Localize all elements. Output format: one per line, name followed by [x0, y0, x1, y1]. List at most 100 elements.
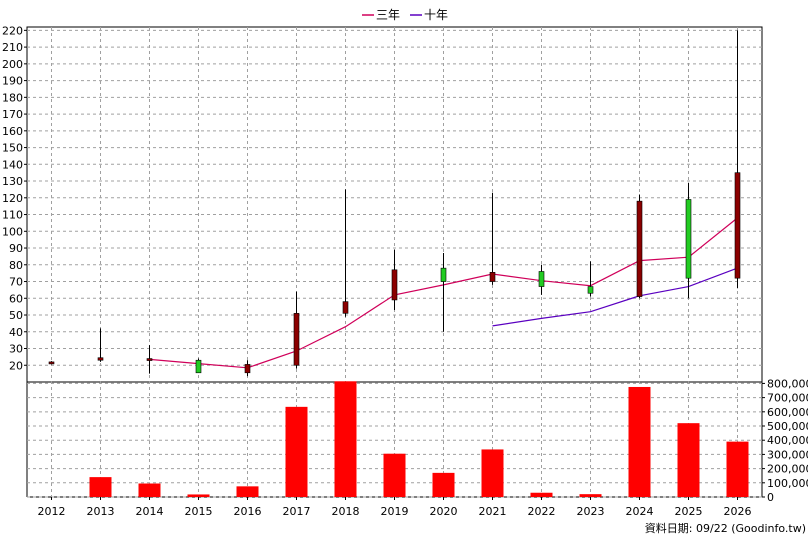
candle-body [97, 357, 104, 361]
volume-bar-2018 [334, 381, 357, 497]
volume-tick-label: 100,000 [767, 477, 808, 490]
legend-item: 十年 [410, 8, 448, 22]
candle-2026 [734, 30, 741, 289]
x-tick-label: 2022 [528, 505, 556, 518]
volume-bar-2013 [89, 477, 112, 497]
price-tick-label: 140 [2, 158, 23, 171]
volume-bar-2015 [187, 494, 210, 497]
x-tick-label: 2014 [136, 505, 164, 518]
x-axis: 2012 2013 2014 2015 2016 2017 2018 2019 2020 2021… [38, 497, 752, 518]
candle-2023 [587, 261, 594, 297]
candle-body [636, 200, 643, 297]
candle-2024 [636, 194, 643, 299]
legend-label: 十年 [424, 8, 448, 22]
candle-2015 [195, 358, 202, 374]
price-tick-label: 150 [2, 142, 23, 155]
legend: 三年 十年 [362, 8, 448, 22]
volume-bar-2025 [677, 423, 700, 497]
x-tick-label: 2016 [234, 505, 262, 518]
candle-body [538, 271, 545, 287]
volume-bar-2017 [285, 406, 308, 497]
candle-2013 [97, 328, 104, 362]
price-tick-label: 160 [2, 125, 23, 138]
price-tick-label: 110 [2, 209, 23, 222]
x-tick-label: 2026 [724, 505, 752, 518]
volume-bar-2022 [530, 492, 553, 497]
price-tick-label: 180 [2, 91, 23, 104]
candle-body [244, 364, 251, 374]
price-tick-label: 40 [9, 326, 23, 339]
x-tick-label: 2020 [430, 505, 458, 518]
legend-label: 三年 [376, 8, 400, 22]
volume-bar-2016 [236, 486, 259, 497]
x-tick-label: 2013 [87, 505, 115, 518]
x-tick-label: 2023 [577, 505, 605, 518]
x-tick-label: 2025 [675, 505, 703, 518]
price-tick-label: 170 [2, 108, 23, 121]
price-tick-label: 60 [9, 292, 23, 305]
volume-tick-label: 800,000 [767, 377, 808, 390]
volume-tick-label: 400,000 [767, 434, 808, 447]
price-tick-label: 210 [2, 41, 23, 54]
candle-body [440, 267, 447, 282]
candle-2019 [391, 249, 398, 310]
candle-2022 [538, 264, 545, 295]
footer-note: 資料日期: 09/22 (Goodinfo.tw) [645, 521, 806, 535]
price-panel: 20 30 40 50 60 70 80 90 100 110 120 130 140 150 160 170… [2, 24, 763, 497]
x-tick-label: 2018 [332, 505, 360, 518]
price-tick-label: 90 [9, 242, 23, 255]
volume-tick-label: 200,000 [767, 463, 808, 476]
volume-bar-2020 [432, 472, 455, 497]
candle-body [734, 172, 741, 279]
candle-2017 [293, 291, 300, 369]
candle-body [685, 199, 692, 279]
candle-body [293, 313, 300, 366]
candle-2014 [146, 345, 153, 374]
price-tick-label: 100 [2, 225, 23, 238]
volume-bar-2026 [726, 441, 749, 497]
volume-bar-2023 [579, 494, 602, 497]
candle-body [391, 269, 398, 301]
volume-bar-2019 [383, 453, 406, 497]
x-tick-label: 2015 [185, 505, 213, 518]
candle-body [146, 358, 153, 361]
candle-body [489, 272, 496, 282]
candle-body [48, 361, 55, 365]
price-tick-label: 120 [2, 192, 23, 205]
x-tick-label: 2024 [626, 505, 654, 518]
volume-tick-label: 600,000 [767, 406, 808, 419]
candle-2016 [244, 360, 251, 377]
price-tick-label: 20 [9, 359, 23, 372]
candle-2025 [685, 182, 692, 299]
volume-bar-2014 [138, 483, 161, 497]
price-tick-label: 50 [9, 309, 23, 322]
ma-line-ten-year [492, 267, 738, 327]
price-tick-label: 200 [2, 58, 23, 71]
x-tick-label: 2012 [38, 505, 66, 518]
candle-body [587, 286, 594, 294]
price-tick-label: 30 [9, 343, 23, 356]
x-tick-label: 2021 [479, 505, 507, 518]
candle-2012 [48, 361, 55, 365]
volume-bar-2021 [481, 449, 504, 497]
volume-tick-label: 300,000 [767, 448, 808, 461]
candle-2018 [342, 189, 349, 317]
legend-item: 三年 [362, 8, 400, 22]
candle-body [195, 359, 202, 374]
candle-body [342, 301, 349, 314]
price-tick-label: 130 [2, 175, 23, 188]
x-tick-label: 2017 [283, 505, 311, 518]
price-tick-label: 220 [2, 24, 23, 37]
price-tick-label: 70 [9, 276, 23, 289]
x-tick-label: 2019 [381, 505, 409, 518]
volume-tick-label: 500,000 [767, 420, 808, 433]
candle-2020 [440, 253, 447, 332]
candle-2021 [489, 192, 496, 285]
volume-tick-label: 0 [767, 491, 774, 504]
volume-tick-label: 700,000 [767, 392, 808, 405]
price-tick-label: 190 [2, 75, 23, 88]
price-tick-label: 80 [9, 259, 23, 272]
volume-bar-2024 [628, 386, 651, 497]
